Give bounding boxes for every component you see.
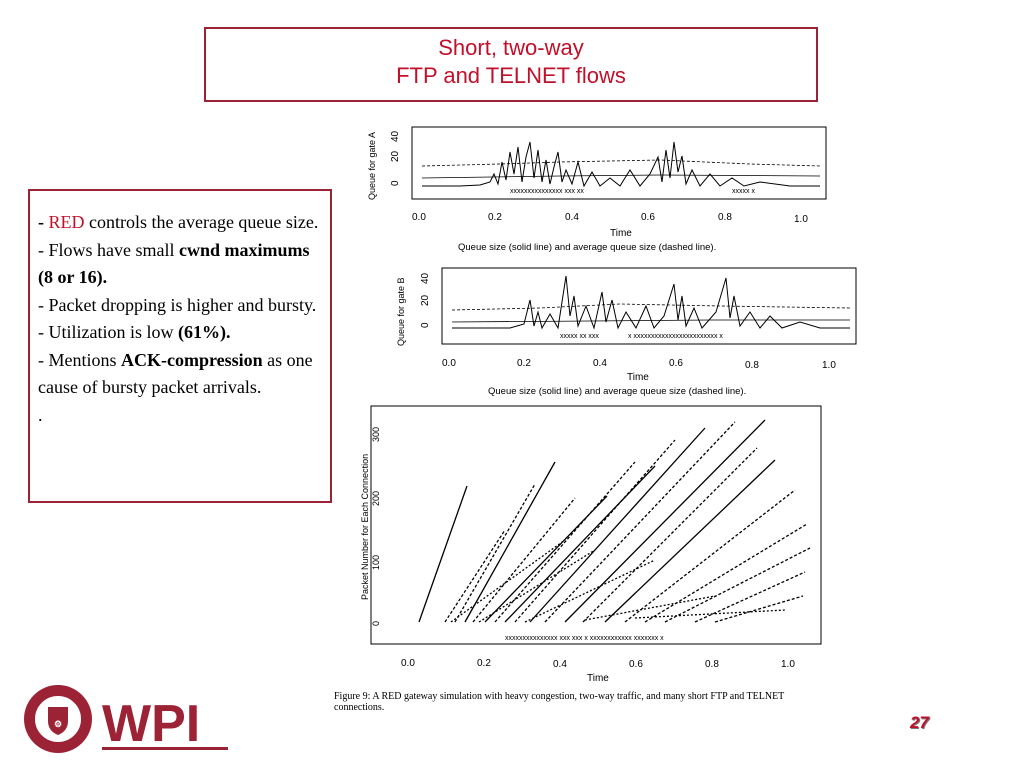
svg-text:xxxxxxxxxxxxxxx xxx xxx x xx: xxxxxxxxxxxxxxx xxx xxx x xxxxxxxxxxxx x… <box>505 635 664 642</box>
svg-text:⚙: ⚙ <box>54 719 62 729</box>
plot-a-ytick: 0 <box>390 180 401 186</box>
plot-c-ylabel: Packet Number for Each Connection <box>360 454 370 600</box>
plot-b-xticks: 0.0 0.2 0.4 0.6 0.8 1.0 <box>442 358 836 371</box>
plot-gate-a: 0 20 40 Queue for gate A xxxxxxxxxxxxxxx… <box>367 126 827 253</box>
plot-c-drop-markers: xxxxxxxxxxxxxxx xxx xxx x xxxxxxxxxxxx x… <box>505 635 664 642</box>
plot-b-xlabel: Time <box>627 372 649 383</box>
plot-a-xlabel: Time <box>610 228 632 239</box>
plot-c-xtick: 0.0 <box>401 658 415 669</box>
plot-b-yticks: 0 20 40 <box>420 272 431 328</box>
slide-title-line1: Short, two-way <box>438 35 584 60</box>
svg-text:x xxxxxxxxxxxxxxxxxxxxxxxx x: x xxxxxxxxxxxxxxxxxxxxxxxx x <box>628 333 723 340</box>
plot-a-yticks: 0 20 40 <box>390 130 401 186</box>
plot-c-ytick: 0 <box>371 621 381 626</box>
plot-b-xtick: 0.8 <box>745 360 759 371</box>
plot-a-avg-queue-dashed <box>421 159 821 167</box>
plot-a-avg-queue-lower <box>421 174 821 179</box>
svg-text:xxxxxxxxxxxxxxx xxx xx: xxxxxxxxxxxxxxx xxx xx <box>510 188 584 195</box>
plot-c-xtick: 0.8 <box>705 659 719 670</box>
plot-b-queue-solid <box>452 275 850 330</box>
plot-b-ytick: 20 <box>420 294 431 306</box>
bullet-text-box: - RED controls the average queue size. -… <box>28 189 332 503</box>
slide-title-line2: FTP and TELNET flows <box>396 63 626 88</box>
svg-text:xxxxx x: xxxxx x <box>732 188 755 195</box>
bullet-dot: . <box>38 404 43 425</box>
plot-a-drop-markers: xxxxxxxxxxxxxxx xxx xx xxxxx x <box>510 188 755 195</box>
plot-b-xtick: 0.4 <box>593 358 607 369</box>
figure-caption-line2: connections. <box>334 702 385 713</box>
wpi-wordmark: WPI <box>102 695 200 753</box>
plot-b-xtick: 0.6 <box>669 358 683 369</box>
plot-b-xtick: 0.2 <box>517 358 531 369</box>
plot-c-xticks: 0.0 0.2 0.4 0.6 0.8 1.0 <box>401 658 795 670</box>
plot-a-xtick: 1.0 <box>794 214 808 225</box>
wpi-seal-icon: ⚙ <box>24 685 92 753</box>
plot-b-avg-queue-dashed <box>451 303 851 311</box>
plot-c-xlabel: Time <box>587 673 609 684</box>
plot-a-queue-solid <box>422 141 820 188</box>
plot-a-ytick: 40 <box>390 130 401 142</box>
plot-c-ytick: 200 <box>371 491 381 506</box>
page-number: 27 <box>910 713 929 732</box>
plot-a-caption: Queue size (solid line) and average queu… <box>458 242 716 253</box>
plot-c-xtick: 0.6 <box>629 659 643 670</box>
bullet-ack: - Mentions ACK-compression as one cause … <box>38 349 313 398</box>
plot-a-ylabel: Queue for gate A <box>367 132 377 200</box>
plot-b-xtick: 0.0 <box>442 358 456 369</box>
plot-a-ytick: 20 <box>390 150 401 162</box>
bullet-dropping: - Packet dropping is higher and bursty. <box>38 294 317 315</box>
plot-packet-number: 0 100 200 300 Packet Number for Each Con… <box>360 405 822 684</box>
plot-c-yticks: 0 100 200 300 <box>371 427 381 626</box>
bullet-utilization: - Utilization is low (61%). <box>38 322 231 342</box>
plot-c-ytick: 300 <box>371 427 381 442</box>
figure-caption: Figure 9: A RED gateway simulation with … <box>334 691 854 713</box>
plot-b-xtick: 1.0 <box>822 360 836 371</box>
plot-c-xtick: 1.0 <box>781 659 795 670</box>
plot-b-caption: Queue size (solid line) and average queu… <box>488 386 746 397</box>
svg-text:xxxxx xx xxx: xxxxx xx xxx <box>560 333 599 340</box>
plot-a-xticks: 0.0 0.2 0.4 0.6 0.8 1.0 <box>412 212 808 225</box>
bullet-cwnd: - Flows have small cwnd maximums (8 or 1… <box>38 239 310 288</box>
wpi-logo: ⚙ WPI <box>24 685 228 753</box>
plot-c-ytick: 100 <box>371 555 381 570</box>
plot-a-xtick: 0.4 <box>565 212 579 223</box>
plot-b-ytick: 0 <box>420 322 431 328</box>
plot-gate-b: 0 20 40 Queue for gate B xxxxx xx xxx x … <box>396 267 857 397</box>
plot-a-xtick: 0.0 <box>412 212 426 223</box>
plot-c-xtick: 0.2 <box>477 658 491 669</box>
figure-caption-line1: Figure 9: A RED gateway simulation with … <box>334 691 785 702</box>
plot-b-drop-markers: xxxxx xx xxx x xxxxxxxxxxxxxxxxxxxxxxxx … <box>560 333 723 340</box>
plot-c-connection-lines <box>418 419 811 623</box>
plot-a-xtick: 0.2 <box>488 212 502 223</box>
plot-a-xtick: 0.8 <box>718 212 732 223</box>
plot-b-avg-queue-lower <box>451 319 850 323</box>
plot-a-xtick: 0.6 <box>641 212 655 223</box>
plot-b-ylabel: Queue for gate B <box>396 277 406 346</box>
bullet-red: - RED controls the average queue size. <box>38 212 319 232</box>
plot-b-ytick: 40 <box>420 272 431 284</box>
slide-title-box: Short, two-way FTP and TELNET flows <box>204 27 818 102</box>
plot-c-xtick: 0.4 <box>553 659 567 670</box>
